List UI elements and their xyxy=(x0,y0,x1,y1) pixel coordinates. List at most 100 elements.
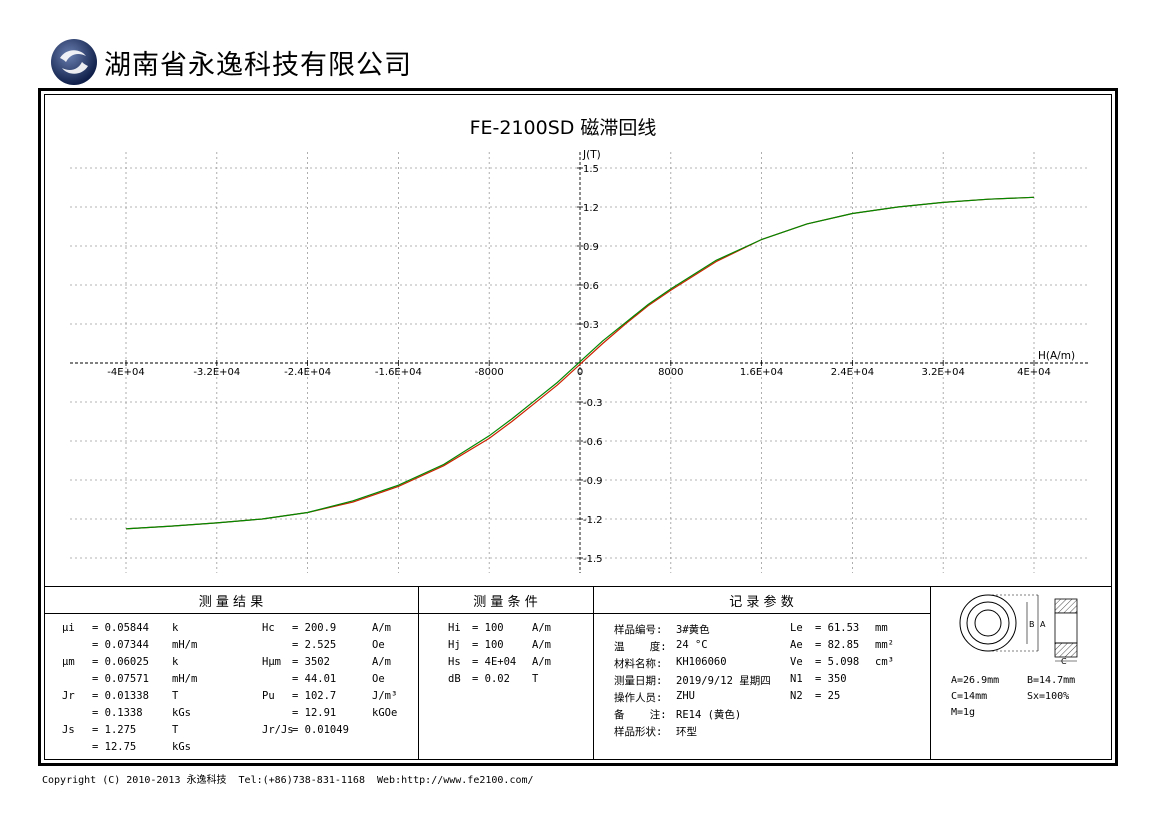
condition-cell: = 100 xyxy=(472,639,504,651)
table-divider-2 xyxy=(593,586,594,760)
param-cell: = 350 xyxy=(815,673,847,685)
dim-label-b: B xyxy=(1029,620,1035,629)
x-tick-label: 0 xyxy=(577,367,583,378)
y-tick-label: -0.9 xyxy=(583,476,603,487)
result-cell: k xyxy=(172,622,179,634)
y-axis-label: J(T) xyxy=(582,149,601,161)
company-logo xyxy=(51,39,97,85)
x-tick-label: 3.2E+04 xyxy=(922,367,965,378)
result-cell: Js xyxy=(62,724,75,736)
param-cell: cm³ xyxy=(875,656,894,668)
series-line-1 xyxy=(125,196,1035,530)
param-cell: N2 xyxy=(790,690,803,702)
x-tick-label: 8000 xyxy=(658,367,683,378)
param-cell: = 5.098 xyxy=(815,656,860,668)
dim-c: C=14mm xyxy=(951,691,987,702)
result-cell: = 0.1338 xyxy=(92,707,143,719)
y-tick-label: -0.6 xyxy=(583,437,603,448)
results-section-title: 测 量 结 果 xyxy=(198,595,264,610)
result-cell: = 0.06025 xyxy=(92,656,149,668)
param-label: 温 度: xyxy=(614,641,667,653)
x-tick-label: -8000 xyxy=(475,367,504,378)
result-cell: Jr/Js xyxy=(262,724,294,736)
condition-cell: = 4E+04 xyxy=(472,656,517,668)
x-axis-label: H(A/m) xyxy=(1038,350,1075,362)
dim-a: A=26.9mm xyxy=(951,675,999,686)
table-top-line xyxy=(44,586,1112,587)
x-tick-label: -2.4E+04 xyxy=(284,367,331,378)
param-value: RE14 (黄色) xyxy=(676,709,742,721)
param-cell: Ae xyxy=(790,639,803,651)
result-cell: = 0.01338 xyxy=(92,690,149,702)
y-tick-label: 1.5 xyxy=(583,164,599,175)
result-cell: kGOe xyxy=(372,707,398,719)
param-cell: Ve xyxy=(790,656,803,668)
result-cell: T xyxy=(172,724,179,736)
result-cell: Oe xyxy=(372,639,385,651)
condition-cell: = 100 xyxy=(472,622,504,634)
y-tick-label: 0.3 xyxy=(583,320,599,331)
param-label: 材料名称: xyxy=(614,658,663,670)
param-label: 测量日期: xyxy=(614,675,663,687)
table-divider-3 xyxy=(930,586,931,760)
result-cell: = 0.01049 xyxy=(292,724,349,736)
result-cell: = 0.05844 xyxy=(92,622,149,634)
condition-cell: Hi xyxy=(448,622,461,634)
param-cell: mm xyxy=(875,622,888,634)
x-tick-label: 2.4E+04 xyxy=(831,367,874,378)
company-name: 湖南省永逸科技有限公司 xyxy=(104,49,412,81)
param-cell: Le xyxy=(790,622,803,634)
x-tick-label: 1.6E+04 xyxy=(740,367,783,378)
param-label: 样品形状: xyxy=(614,726,663,738)
result-cell: = 44.01 xyxy=(292,673,337,685)
result-cell: = 2.525 xyxy=(292,639,337,651)
result-cell: mH/m xyxy=(172,639,198,651)
conditions-section-title: 测 量 条 件 xyxy=(473,595,538,610)
dim-sx: Sx=100% xyxy=(1027,691,1069,702)
hysteresis-chart: -4E+04 -3.2E+04 -2.4E+04 -1.6E+04 -8000 0 8000… xyxy=(70,117,1090,573)
condition-cell: A/m xyxy=(532,639,551,651)
condition-cell: Hj xyxy=(448,639,461,651)
param-label: 操作人员: xyxy=(614,692,663,704)
table-divider-1 xyxy=(418,586,419,760)
table-header-line xyxy=(44,613,931,614)
result-cell: = 0.07344 xyxy=(92,639,149,651)
result-cell: μm xyxy=(62,656,75,668)
result-cell: Jr xyxy=(62,690,75,702)
param-label: 备 注: xyxy=(614,709,667,721)
y-tick-label: -0.3 xyxy=(583,398,603,409)
param-value: 24 °C xyxy=(676,639,708,651)
param-value: KH106060 xyxy=(676,656,727,668)
dim-b: B=14.7mm xyxy=(1027,675,1075,686)
dim-label-c: C xyxy=(1061,657,1067,666)
param-label: 样品编号: xyxy=(614,624,663,636)
result-cell: A/m xyxy=(372,622,391,634)
result-cell: kGs xyxy=(172,707,191,719)
param-cell: = 25 xyxy=(815,690,841,702)
param-cell: N1 xyxy=(790,673,803,685)
report-outer-frame xyxy=(38,88,1118,766)
result-cell: Hc xyxy=(262,622,275,634)
result-cell: = 12.91 xyxy=(292,707,337,719)
sample-diagram: B A C A=26.9mm B=14.7mm C=14mm Sx=100% M… xyxy=(951,594,1078,718)
y-tick-label: -1.5 xyxy=(583,554,603,565)
result-cell: = 200.9 xyxy=(292,622,337,634)
condition-cell: Hs xyxy=(448,656,461,668)
report-inner-frame xyxy=(44,94,1112,760)
y-tick-label: 0.9 xyxy=(583,242,599,253)
result-cell: k xyxy=(172,656,179,668)
x-tick-label: -1.6E+04 xyxy=(375,367,422,378)
param-value: 3#黄色 xyxy=(676,624,710,636)
y-tick-label: 0.6 xyxy=(583,281,599,292)
params-section-title: 记 录 参 数 xyxy=(729,595,794,610)
dim-m: M=1g xyxy=(951,707,975,718)
condition-cell: A/m xyxy=(532,656,551,668)
condition-cell: A/m xyxy=(532,622,551,634)
result-cell: = 0.07571 xyxy=(92,673,149,685)
result-cell: = 1.275 xyxy=(92,724,137,736)
result-cell: = 3502 xyxy=(292,656,330,668)
result-cell: Pu xyxy=(262,690,275,702)
x-tick-label: 4E+04 xyxy=(1017,367,1051,378)
param-cell: = 82.85 xyxy=(815,639,860,651)
result-cell: T xyxy=(172,690,179,702)
